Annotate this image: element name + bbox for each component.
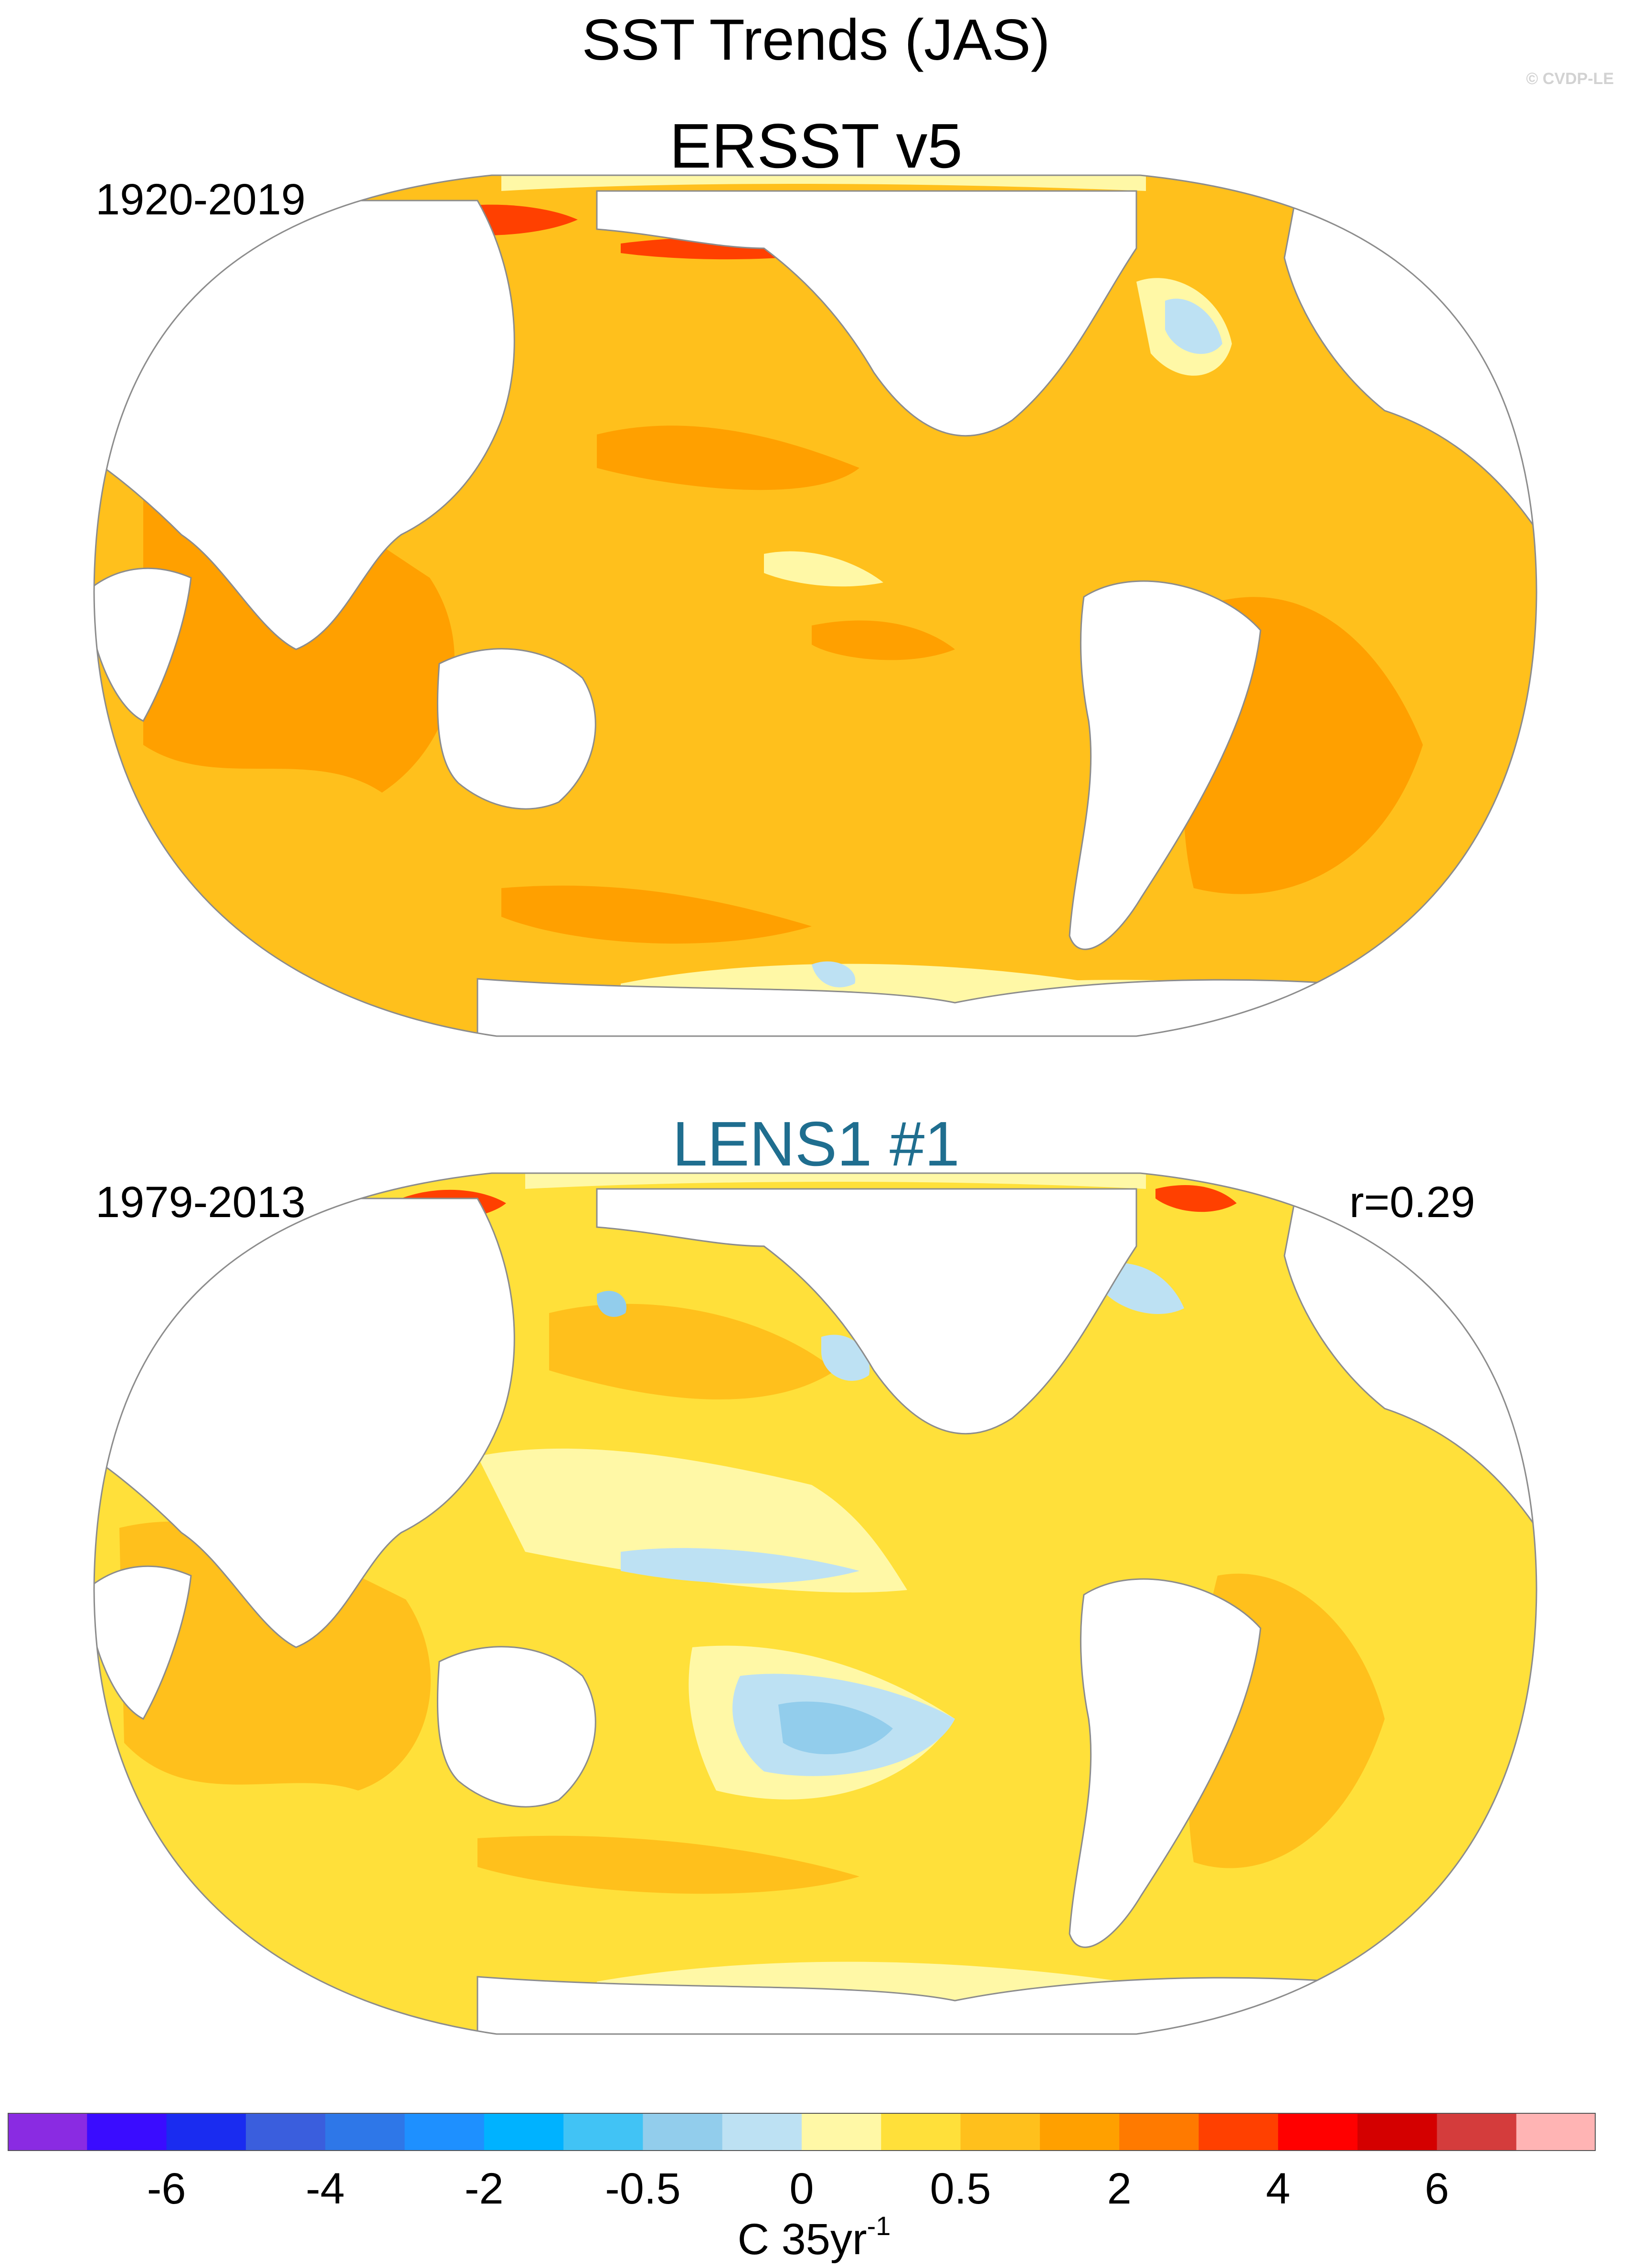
colorbar-units-label: C 35yr-1: [737, 2211, 891, 2264]
colorbar-tick-label: 6: [1424, 2164, 1449, 2213]
colorbar-swatch: [643, 2113, 723, 2151]
colorbar-swatch: [1516, 2113, 1596, 2151]
sst-trend-map-lens1: [93, 1172, 1537, 2035]
map-border-ersst: [93, 174, 1537, 1037]
map-border-lens1: [93, 1172, 1537, 2035]
colorbar-tick-label: 0.5: [930, 2164, 991, 2213]
sst-trend-map-ersst: [93, 174, 1537, 1037]
colorbar-swatch: [1357, 2113, 1437, 2151]
colorbar-tick-label: 4: [1266, 2164, 1291, 2213]
colorbar-border: [8, 2113, 1596, 2151]
colorbar-swatch: [1437, 2113, 1517, 2151]
colorbar-swatch: [87, 2113, 167, 2151]
colorbar-tick-label: 0: [789, 2164, 814, 2213]
colorbar-swatch: [325, 2113, 405, 2151]
colorbar-swatch: [960, 2113, 1040, 2151]
colorbar-swatch: [245, 2113, 326, 2151]
colorbar-tick-label: -6: [147, 2164, 186, 2213]
colorbar-tick-label: -2: [464, 2164, 504, 2213]
colorbar-swatch: [1198, 2113, 1279, 2151]
land-masses: [94, 180, 1537, 1036]
trend-band-negative: [621, 1262, 1184, 1776]
period-label-ersst: 1920-2019: [95, 175, 306, 224]
colorbar-tick-label: -0.5: [605, 2164, 681, 2213]
colorbar-swatch: [404, 2113, 485, 2151]
colorbar-tick-label: -4: [306, 2164, 345, 2213]
colorbar-swatch: [881, 2113, 961, 2151]
figure-title: SST Trends (JAS): [582, 7, 1050, 72]
panel-title-lens1: LENS1 #1: [672, 1109, 960, 1179]
colorbar-swatch: [722, 2113, 802, 2151]
period-label-lens1: 1979-2013: [95, 1178, 306, 1227]
colorbar-swatch: [1278, 2113, 1358, 2151]
trend-band-negative: [812, 298, 1222, 987]
colorbar-tick-label: 2: [1107, 2164, 1132, 2213]
colorbar-swatch: [1119, 2113, 1199, 2151]
colorbar-swatch: [1039, 2113, 1120, 2151]
panel-title-ersst: ERSST v5: [669, 111, 963, 181]
colorbar: [8, 2113, 1596, 2151]
correlation-label-lens1: r=0.29: [1349, 1178, 1475, 1227]
colorbar-swatch: [484, 2113, 564, 2151]
colorbar-swatch: [563, 2113, 643, 2151]
colorbar-swatch: [8, 2113, 87, 2151]
colorbar-swatch: [802, 2113, 881, 2151]
colorbar-swatch: [166, 2113, 246, 2151]
trend-band-negative-strong: [597, 1291, 893, 1754]
watermark: © CVDP-LE: [1526, 70, 1614, 88]
